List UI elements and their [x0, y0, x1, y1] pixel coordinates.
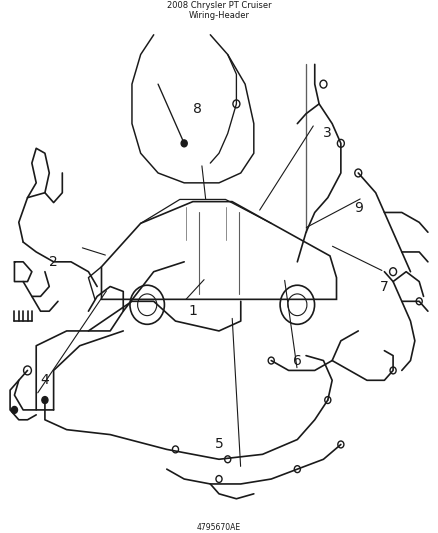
- Text: 3: 3: [323, 126, 332, 141]
- Text: 8: 8: [193, 102, 201, 116]
- Text: 2: 2: [49, 255, 58, 269]
- Circle shape: [181, 140, 187, 147]
- Circle shape: [42, 397, 48, 403]
- Text: 2008 Chrysler PT Cruiser
Wiring-Header: 2008 Chrysler PT Cruiser Wiring-Header: [167, 1, 271, 20]
- Text: 7: 7: [380, 279, 389, 294]
- Text: 5: 5: [215, 438, 223, 451]
- Text: 6: 6: [293, 353, 302, 368]
- Text: 9: 9: [354, 200, 363, 214]
- Text: 1: 1: [188, 304, 198, 318]
- Circle shape: [11, 407, 18, 414]
- Text: 4: 4: [41, 373, 49, 387]
- Text: 4795670AE: 4795670AE: [197, 523, 241, 532]
